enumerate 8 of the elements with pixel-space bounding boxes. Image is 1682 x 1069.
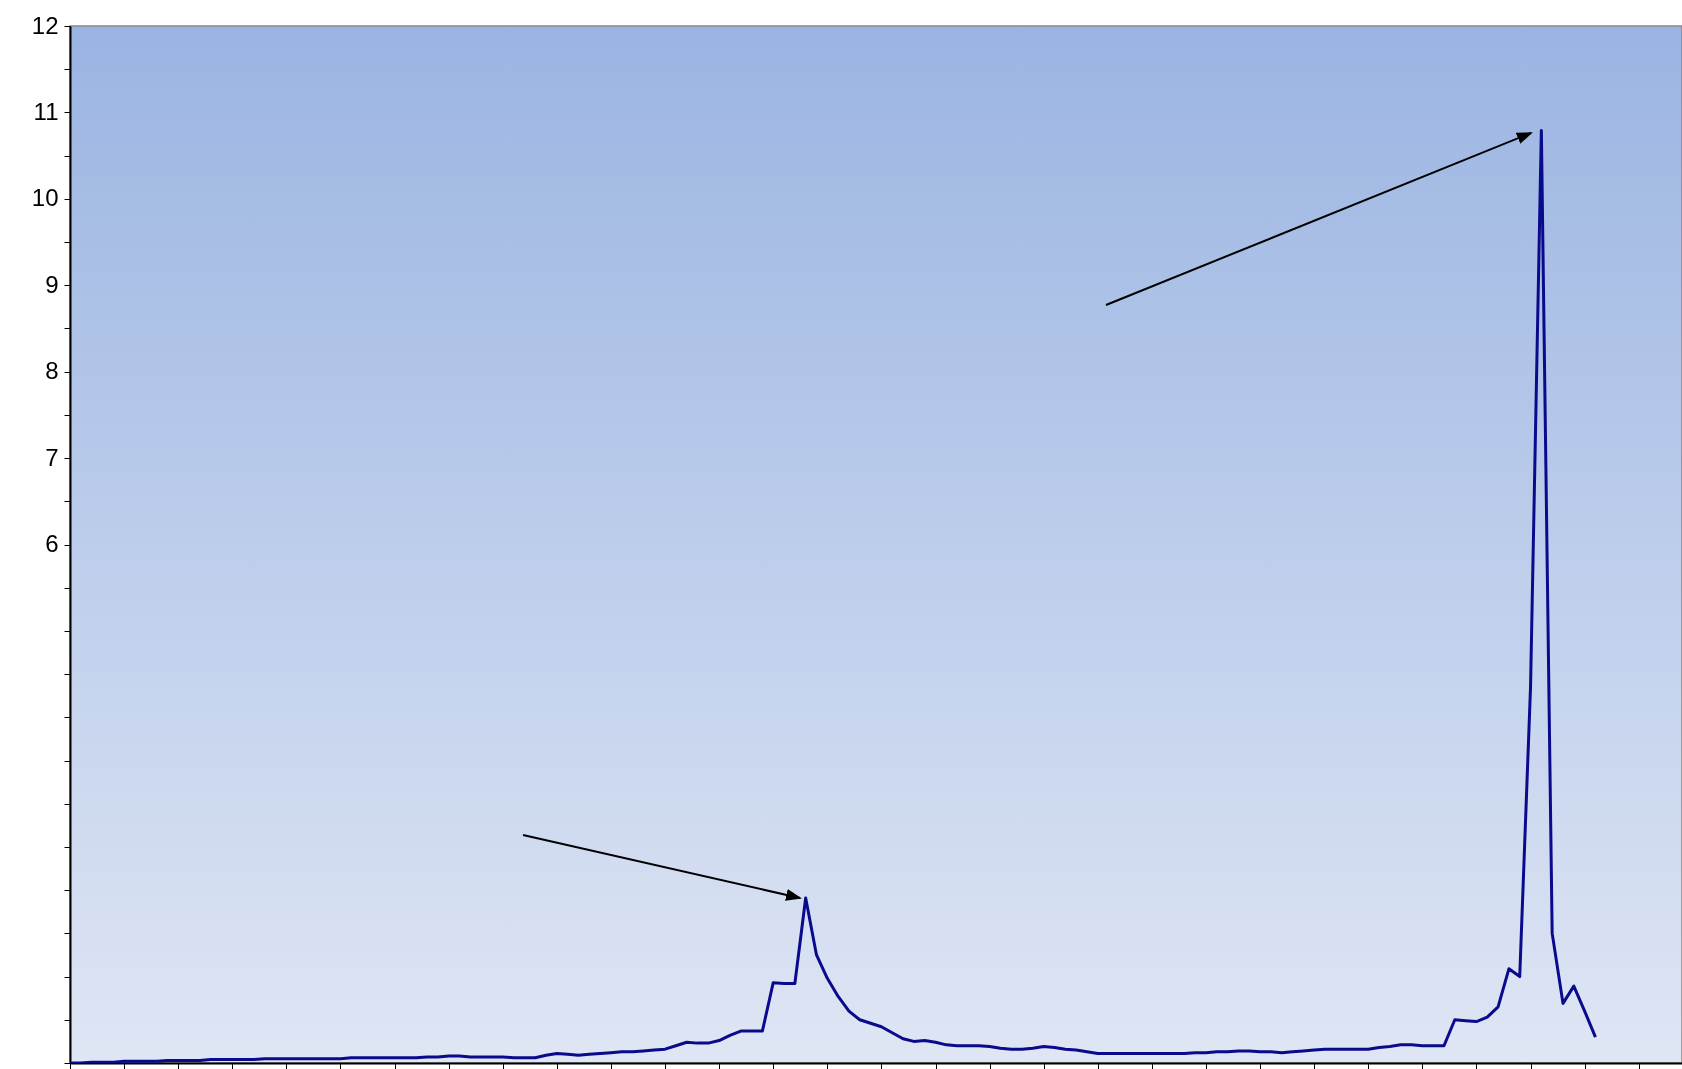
y-tick-label: 7	[45, 443, 59, 471]
line-series	[70, 129, 1597, 1063]
y-tick-label: 10	[31, 184, 59, 212]
y-tick-label: 11	[33, 97, 59, 125]
y-tick-label: 8	[45, 357, 59, 385]
y-tick-label: 6	[45, 530, 59, 557]
y-tick-label: 9	[45, 270, 59, 298]
y-tick-label: 12	[31, 11, 59, 39]
